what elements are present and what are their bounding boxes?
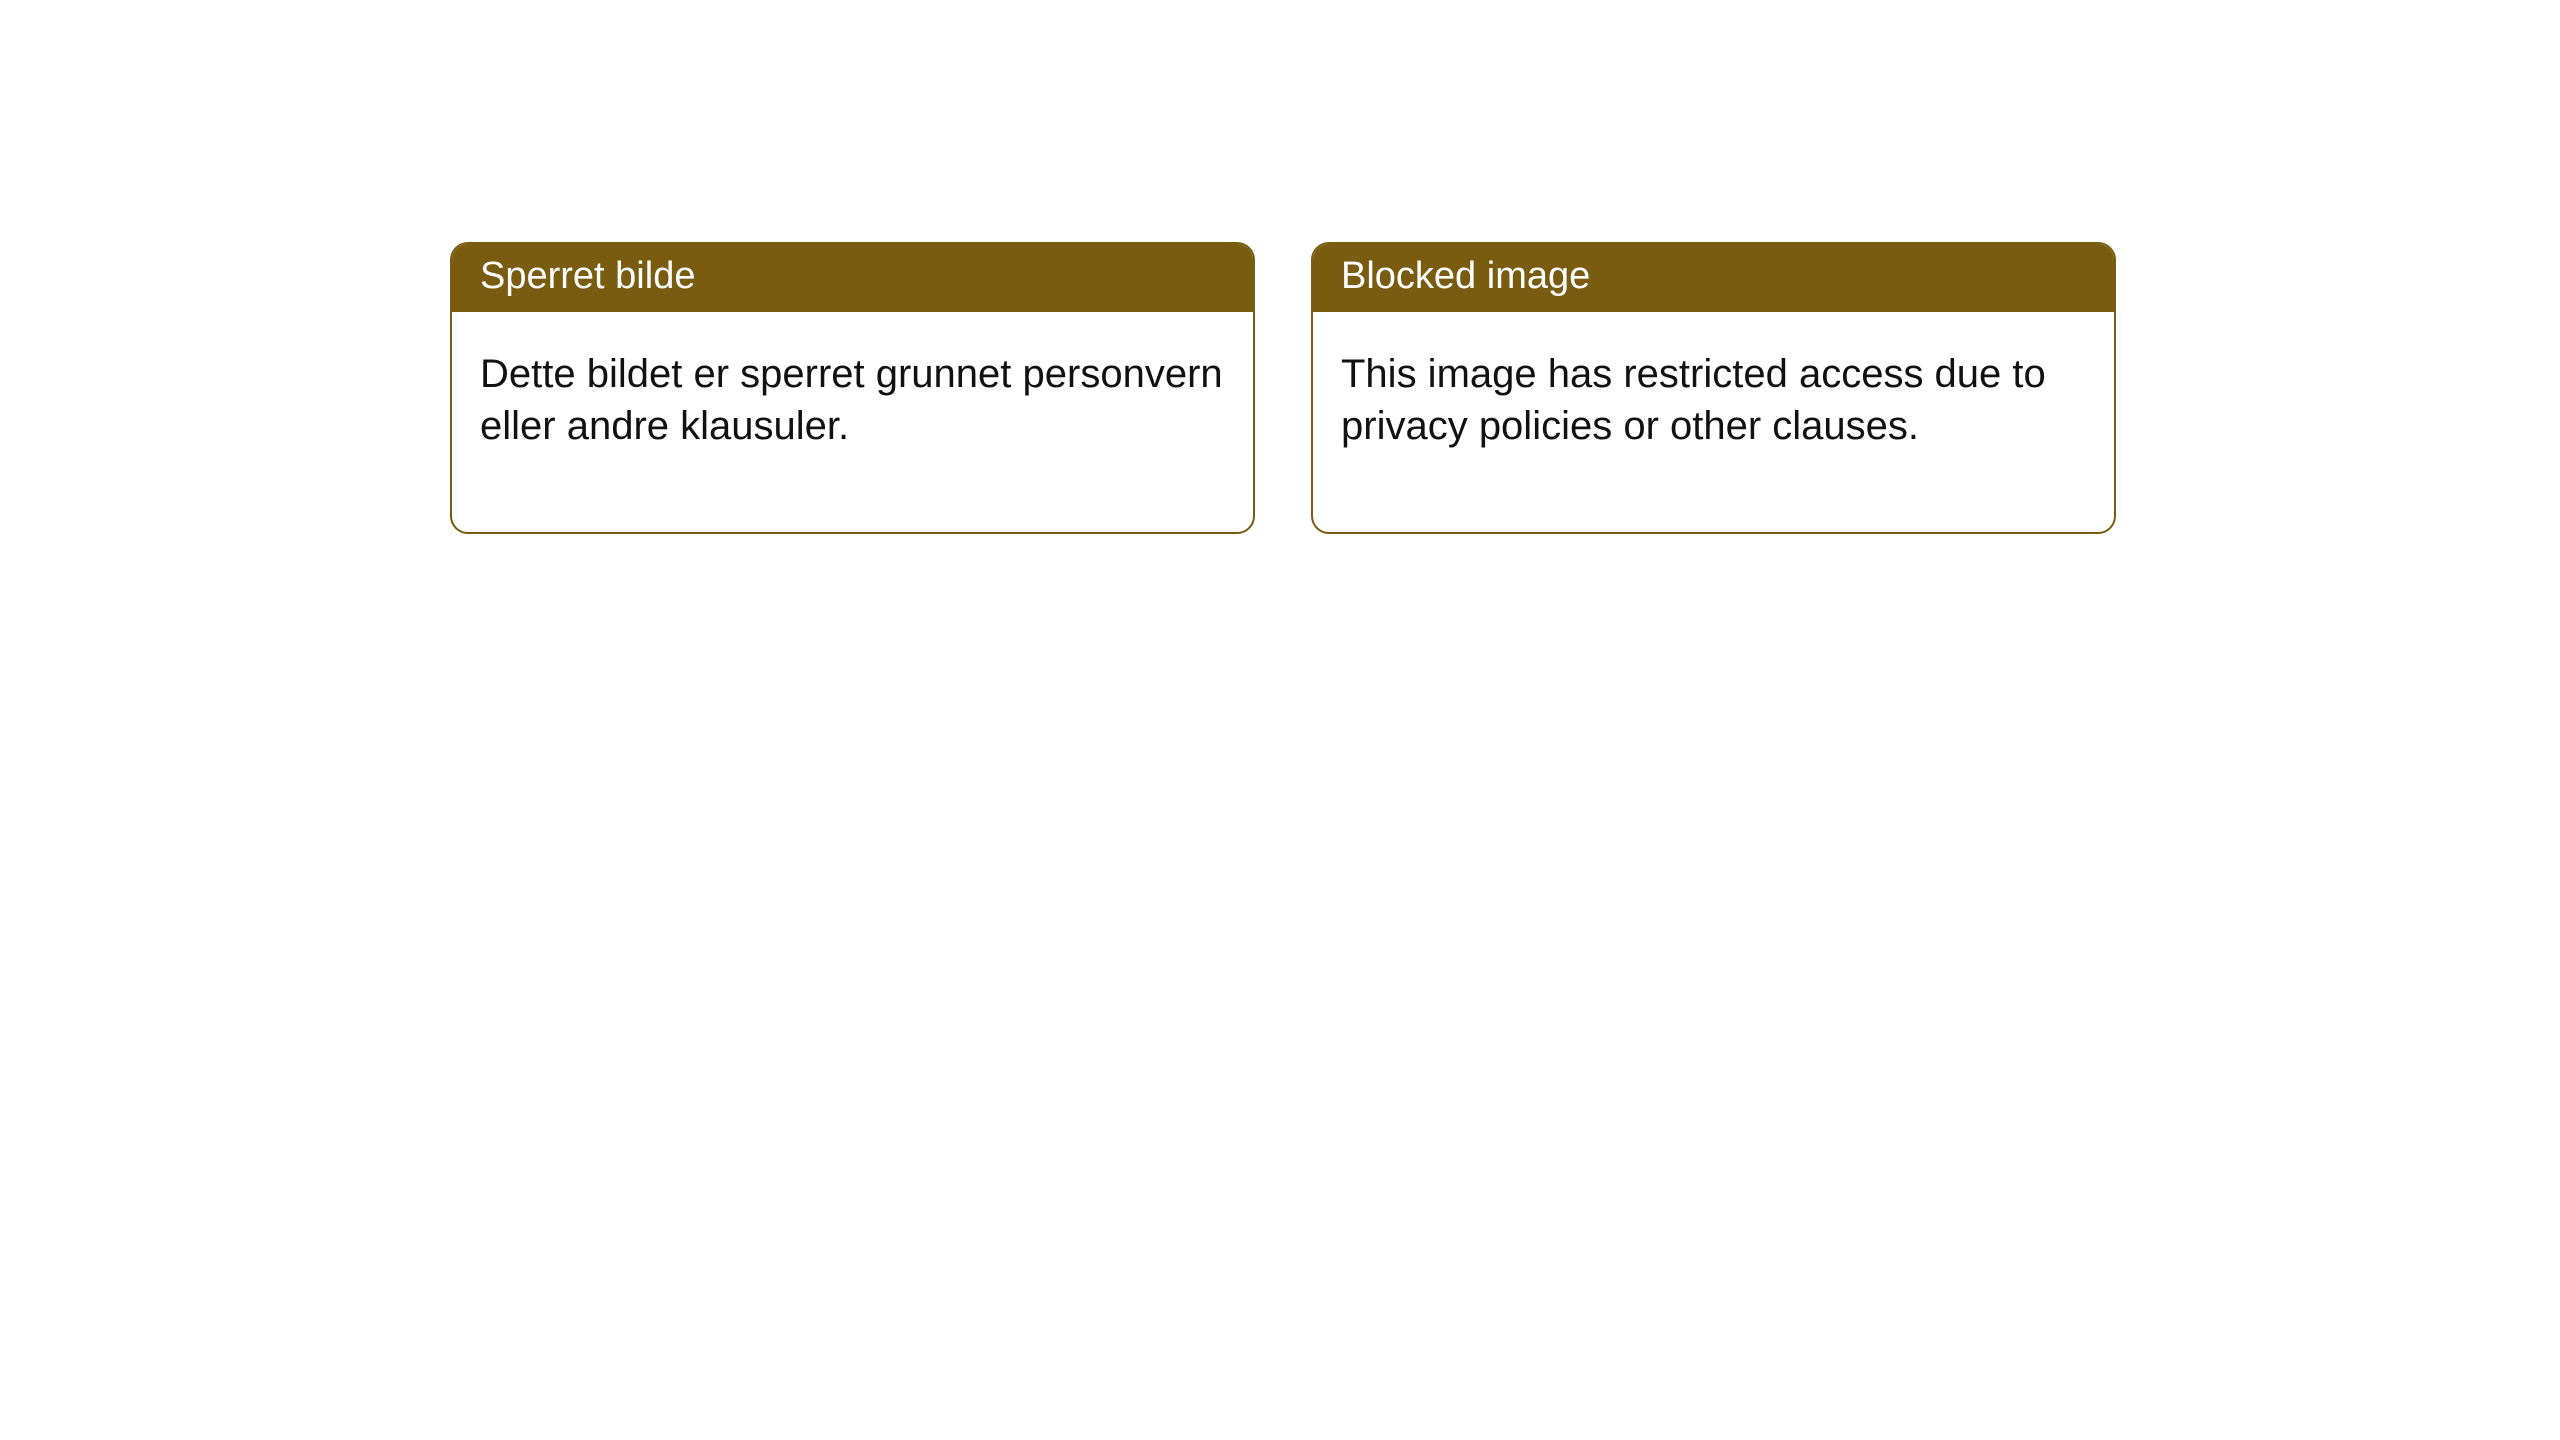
notice-card-norwegian: Sperret bilde Dette bildet er sperret gr… <box>450 242 1255 534</box>
notice-card-title: Blocked image <box>1313 244 2114 312</box>
notice-card-body: Dette bildet er sperret grunnet personve… <box>452 312 1253 532</box>
notice-card-body: This image has restricted access due to … <box>1313 312 2114 532</box>
notice-card-title: Sperret bilde <box>452 244 1253 312</box>
notice-card-english: Blocked image This image has restricted … <box>1311 242 2116 534</box>
notice-cards-container: Sperret bilde Dette bildet er sperret gr… <box>0 0 2560 534</box>
